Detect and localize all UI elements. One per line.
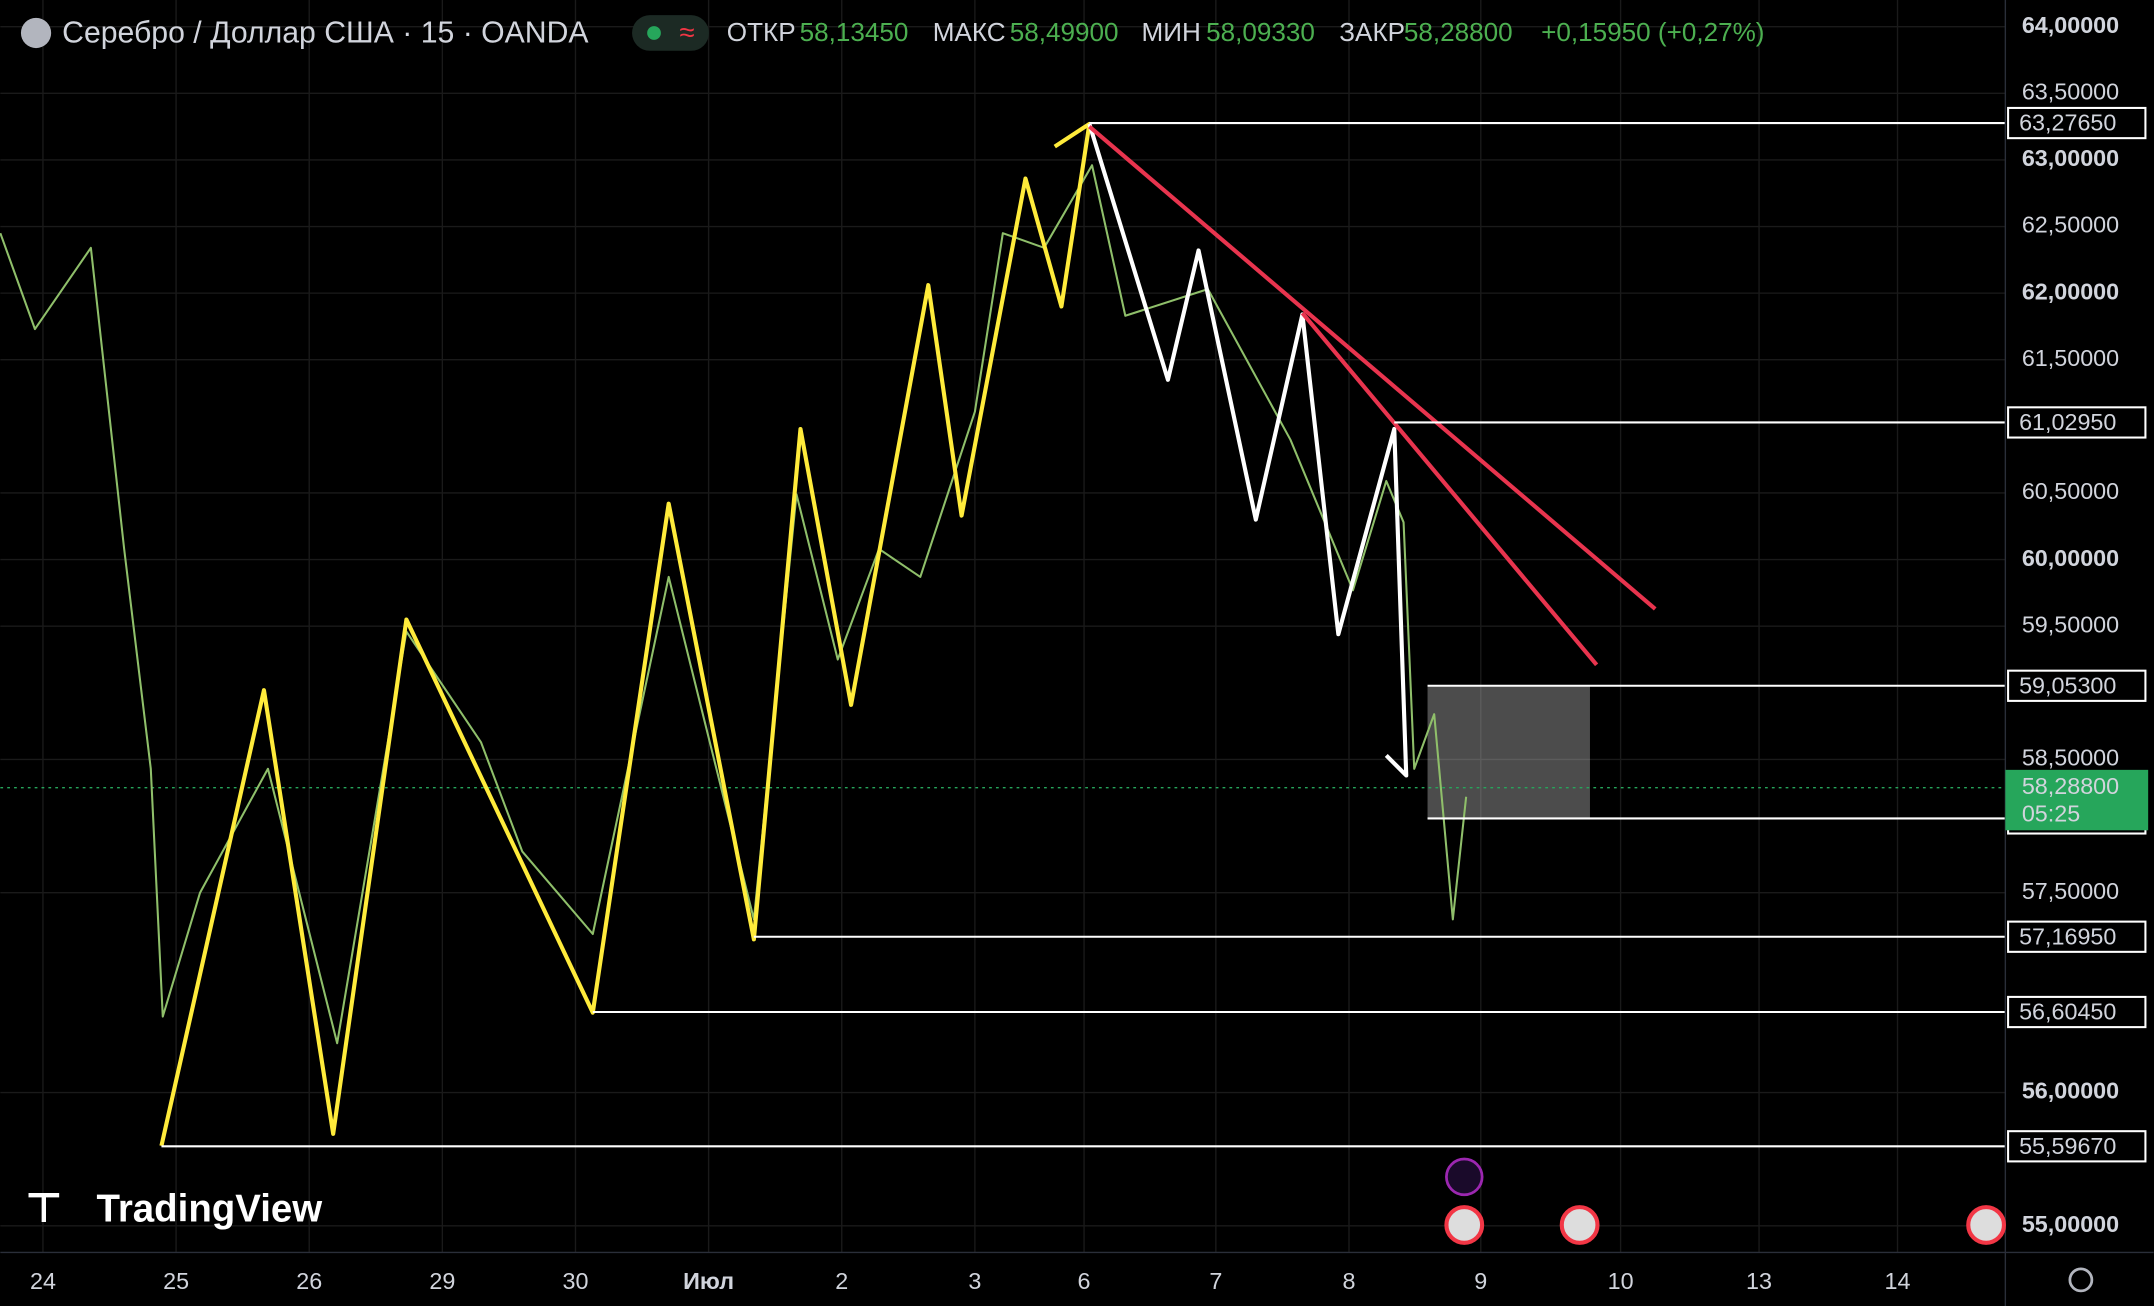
level-label-box bbox=[2007, 920, 2147, 953]
plot bbox=[0, 121, 2006, 1148]
x-tick-label: 6 bbox=[1078, 1268, 1091, 1294]
x-tick-label: 8 bbox=[1342, 1268, 1355, 1294]
level-label-box bbox=[2007, 669, 2147, 702]
level-label-box bbox=[2007, 406, 2147, 439]
price-line bbox=[0, 164, 1468, 1045]
y-tick-label: 62,00000 bbox=[2022, 278, 2119, 304]
level-label-box bbox=[2007, 106, 2147, 140]
x-tick-label: 24 bbox=[30, 1268, 56, 1294]
symbol-icon bbox=[20, 17, 52, 49]
y-tick-label: 56,00000 bbox=[2022, 1078, 2119, 1104]
status-icon: ≈ bbox=[679, 17, 694, 48]
x-tick-label: 25 bbox=[163, 1268, 189, 1294]
logo: ⊤ TradingView bbox=[25, 1185, 322, 1231]
logo-text: TradingView bbox=[96, 1187, 322, 1230]
last-price-box bbox=[2005, 769, 2149, 831]
logo-mark: ⊤ bbox=[25, 1185, 63, 1231]
y-tick-label: 63,00000 bbox=[2022, 145, 2119, 171]
x-tick-label: 29 bbox=[429, 1268, 455, 1294]
y-tick-label: 59,50000 bbox=[2022, 611, 2119, 637]
x-tick-label: 13 bbox=[1746, 1268, 1772, 1294]
y-tick-label: 60,00000 bbox=[2022, 545, 2119, 571]
event-icon bbox=[1966, 1205, 2007, 1245]
y-tick-label: 60,50000 bbox=[2022, 478, 2119, 504]
ohlc-value: 58,28800 bbox=[1404, 17, 1513, 47]
ohlc-label: МАКС bbox=[933, 17, 1006, 47]
y-tick-label: 63,50000 bbox=[2022, 78, 2119, 104]
x-tick-label: 3 bbox=[968, 1268, 981, 1294]
x-tick-label: 10 bbox=[1608, 1268, 1634, 1294]
axes: 64,00000 63,50000 63,00000 62,50000 62,00000… bbox=[30, 12, 2149, 1294]
drawing-line bbox=[1088, 125, 1657, 611]
ohlc-label: ЗАКР bbox=[1339, 17, 1405, 47]
level-label: 56,60450 bbox=[2019, 999, 2116, 1025]
y-tick-label: 58,50000 bbox=[2022, 745, 2119, 771]
ohlc-label: ОТКР bbox=[727, 17, 796, 47]
y-tick-label: 64,00000 bbox=[2022, 12, 2119, 38]
event-icon bbox=[1445, 1157, 1484, 1197]
last-price-label: 58,28800 bbox=[2022, 773, 2119, 799]
ohlc-value: 58,13450 bbox=[800, 17, 909, 47]
x-tick-label: 14 bbox=[1885, 1268, 1911, 1294]
y-tick-label: 61,50000 bbox=[2022, 345, 2119, 371]
header: Серебро / Доллар США · 15 · OANDA ≈ ОТКР… bbox=[20, 15, 1764, 51]
drawing-line bbox=[1300, 311, 1599, 667]
level-label: 61,02950 bbox=[2019, 409, 2116, 435]
level-label: 63,27650 bbox=[2019, 110, 2116, 136]
x-tick-label: 9 bbox=[1474, 1268, 1487, 1294]
ohlc-value: 58,49900 bbox=[1010, 17, 1119, 47]
event-icons bbox=[1444, 1157, 2094, 1293]
x-tick-label: 26 bbox=[296, 1268, 322, 1294]
level-label-box bbox=[2007, 995, 2147, 1029]
countdown: 05:25 bbox=[2022, 800, 2080, 826]
title: Серебро / Доллар США · 15 · OANDA bbox=[62, 16, 589, 49]
level-label: 57,16950 bbox=[2019, 923, 2116, 949]
status-badge bbox=[632, 15, 709, 51]
event-icon bbox=[1444, 1205, 1485, 1245]
settings-icon[interactable] bbox=[2068, 1267, 2094, 1293]
level-label: 55,59670 bbox=[2019, 1133, 2116, 1159]
ohlc-value: 58,09330 bbox=[1206, 17, 1315, 47]
change: +0,15950 (+0,27%) bbox=[1541, 17, 1764, 47]
event-icon bbox=[1559, 1205, 1600, 1245]
y-tick-label: 57,50000 bbox=[2022, 878, 2119, 904]
x-tick-label: 30 bbox=[563, 1268, 589, 1294]
x-tick-label: 7 bbox=[1209, 1268, 1222, 1294]
ohlc-label: МИН bbox=[1142, 17, 1201, 47]
y-tick-label: 62,50000 bbox=[2022, 212, 2119, 238]
status-dot bbox=[647, 26, 661, 40]
x-tick-label: 2 bbox=[835, 1268, 848, 1294]
drawing-line bbox=[159, 121, 1092, 1147]
grid bbox=[0, 0, 2006, 1253]
level-label: 59,05300 bbox=[2019, 672, 2116, 698]
y-tick-label: 55,00000 bbox=[2022, 1211, 2119, 1237]
x-tick-label: Июл bbox=[683, 1268, 734, 1294]
zone bbox=[1427, 685, 1590, 819]
level-label-box bbox=[2007, 1130, 2147, 1163]
